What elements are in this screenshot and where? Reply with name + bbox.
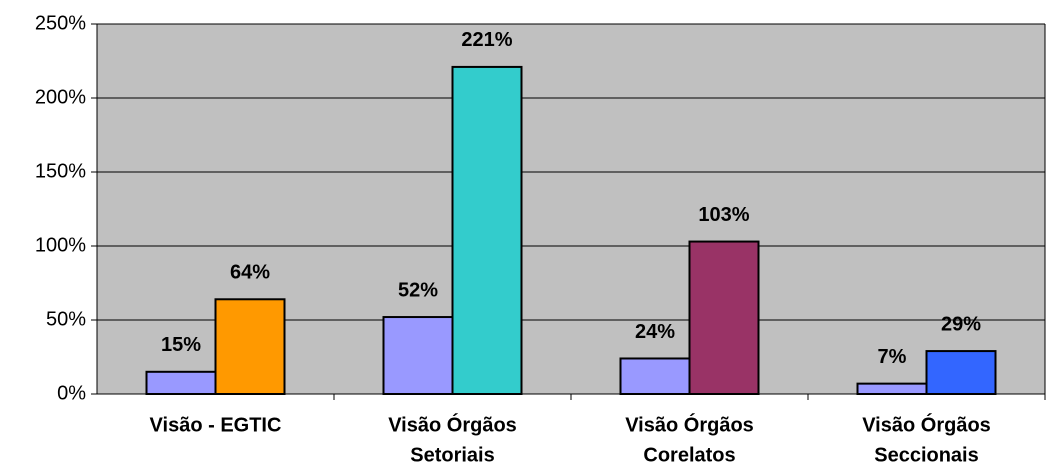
bar	[925, 350, 997, 395]
data-label: 52%	[398, 279, 438, 301]
data-label: 103%	[698, 204, 749, 226]
data-label: 29%	[941, 313, 981, 335]
y-tick-label: 100%	[35, 234, 86, 256]
x-tick-label: Visão Órgãos	[388, 412, 517, 436]
x-tick-label: Setoriais	[410, 444, 494, 466]
x-tick-label: Visão Órgãos	[625, 412, 754, 436]
bar	[688, 240, 760, 395]
y-tick-label: 250%	[35, 12, 86, 34]
bar	[214, 298, 286, 395]
bar	[451, 65, 523, 395]
bar	[145, 370, 217, 395]
y-tick-label: 150%	[35, 160, 86, 182]
data-label: 64%	[230, 262, 270, 284]
data-label: 15%	[161, 334, 201, 356]
x-tick-label: Seccionais	[874, 444, 979, 466]
y-tick-label: 0%	[57, 382, 86, 404]
x-tick-label: Visão - EGTIC	[150, 414, 282, 436]
bar	[856, 382, 928, 396]
y-tick-label: 50%	[46, 308, 86, 330]
bar	[382, 316, 454, 396]
x-tick-label: Visão Órgãos	[862, 412, 991, 436]
y-tick-label: 200%	[35, 86, 86, 108]
data-label: 7%	[878, 346, 907, 368]
data-label: 24%	[635, 321, 675, 343]
data-label: 221%	[461, 29, 512, 51]
bar	[619, 357, 691, 396]
x-tick-label: Corelatos	[643, 444, 735, 466]
